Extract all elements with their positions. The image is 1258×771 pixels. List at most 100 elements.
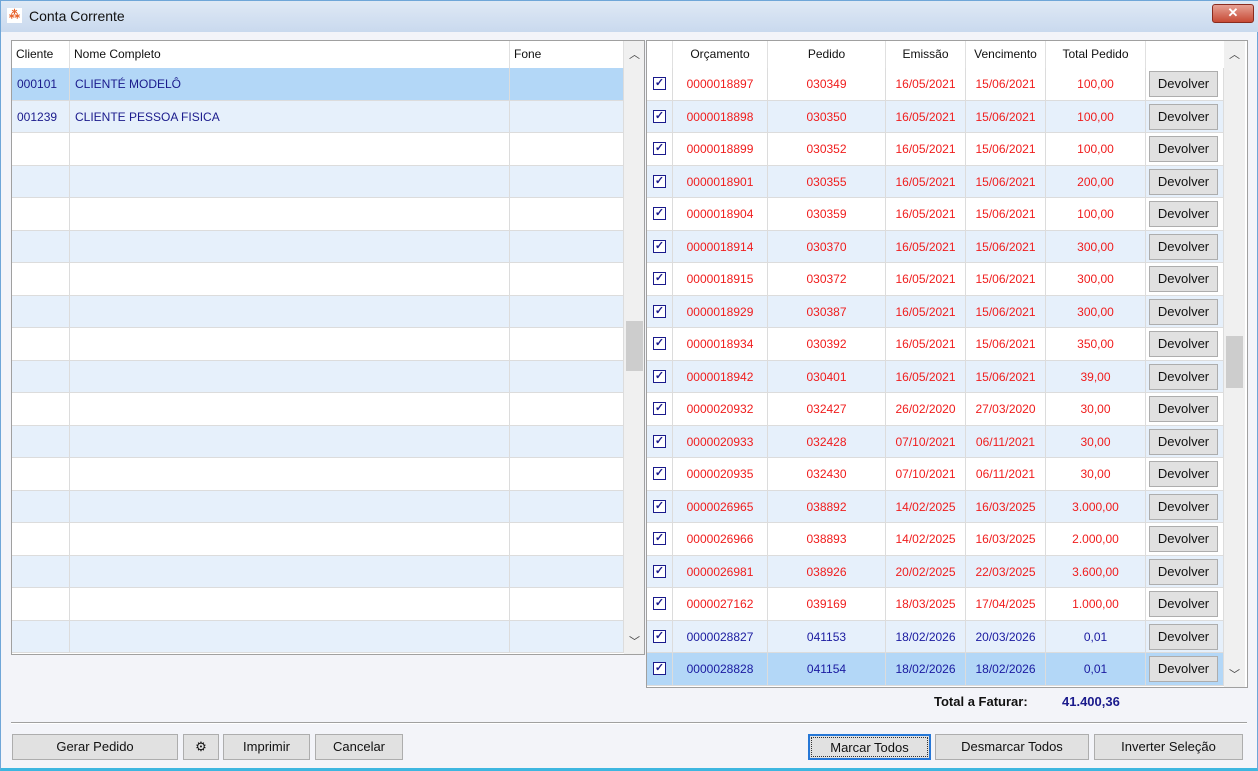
- client-row[interactable]: [12, 555, 624, 588]
- client-row[interactable]: 000101 CLIENTÉ MODELÔ: [12, 68, 624, 101]
- order-row[interactable]: ✓ 0000026966 038893 14/02/2025 16/03/2025 2.0…: [647, 523, 1224, 556]
- row-checkbox[interactable]: ✓: [653, 532, 666, 545]
- row-checkbox[interactable]: ✓: [653, 272, 666, 285]
- order-row[interactable]: ✓ 0000018904 030359 16/05/2021 15/06/2021 100…: [647, 198, 1224, 231]
- devolver-button[interactable]: Devolver: [1149, 623, 1218, 650]
- row-checkbox[interactable]: ✓: [653, 109, 666, 123]
- devolver-button[interactable]: Devolver: [1149, 331, 1218, 357]
- row-checkbox[interactable]: ✓: [653, 597, 666, 610]
- order-row[interactable]: ✓ 0000027162 039169 18/03/2025 17/04/2025 1.0…: [647, 588, 1224, 621]
- devolver-button[interactable]: Devolver: [1149, 266, 1218, 292]
- row-checkbox[interactable]: ✓: [653, 174, 666, 188]
- order-row[interactable]: ✓ 0000018898 030350 16/05/2021 15/06/2021 100…: [647, 100, 1224, 133]
- header-fone[interactable]: Fone: [510, 41, 624, 68]
- devolver-button[interactable]: Devolver: [1149, 656, 1218, 682]
- devolver-button[interactable]: Devolver: [1149, 136, 1218, 162]
- row-checkbox[interactable]: ✓: [653, 207, 666, 220]
- devolver-button[interactable]: Devolver: [1149, 526, 1218, 552]
- client-row[interactable]: [12, 198, 624, 231]
- order-row[interactable]: ✓ 0000018901 030355 16/05/2021 15/06/2021 200…: [647, 165, 1224, 198]
- devolver-button[interactable]: Devolver: [1149, 493, 1218, 520]
- client-row[interactable]: [12, 393, 624, 426]
- order-row[interactable]: ✓ 0000026981 038926 20/02/2025 22/03/2025 3.6…: [647, 555, 1224, 588]
- row-checkbox[interactable]: ✓: [653, 434, 666, 448]
- row-checkbox[interactable]: ✓: [653, 337, 666, 350]
- header-vencimento[interactable]: Vencimento: [966, 41, 1046, 68]
- header-emissao[interactable]: Emissão: [886, 41, 966, 68]
- row-checkbox[interactable]: ✓: [653, 662, 666, 675]
- imprimir-button[interactable]: Imprimir: [223, 734, 310, 760]
- inverter-selecao-button[interactable]: Inverter Seleção: [1094, 734, 1243, 760]
- row-checkbox[interactable]: ✓: [653, 77, 666, 90]
- app-icon: ⁂: [7, 8, 22, 23]
- order-row[interactable]: ✓ 0000020932 032427 26/02/2020 27/03/2020 30,…: [647, 393, 1224, 426]
- order-row[interactable]: ✓ 0000026965 038892 14/02/2025 16/03/2025 3.0…: [647, 490, 1224, 523]
- header-cliente[interactable]: Cliente: [12, 41, 70, 68]
- gerar-pedido-button[interactable]: Gerar Pedido: [12, 734, 178, 760]
- client-row[interactable]: 001239 CLIENTE PESSOA FISICA: [12, 100, 624, 133]
- marcar-todos-button[interactable]: Marcar Todos: [808, 734, 931, 760]
- order-row[interactable]: ✓ 0000020935 032430 07/10/2021 06/11/2021 30,…: [647, 458, 1224, 491]
- header-nome-completo[interactable]: Nome Completo: [70, 41, 510, 68]
- devolver-button[interactable]: Devolver: [1149, 461, 1218, 487]
- order-row[interactable]: ✓ 0000028828 041154 18/02/2026 18/02/2026 0,0…: [647, 653, 1224, 686]
- row-checkbox[interactable]: ✓: [653, 142, 666, 155]
- devolver-button[interactable]: Devolver: [1149, 298, 1218, 325]
- header-total-pedido[interactable]: Total Pedido: [1046, 41, 1146, 68]
- close-button[interactable]: ✕: [1212, 4, 1254, 23]
- order-row[interactable]: ✓ 0000018899 030352 16/05/2021 15/06/2021 100…: [647, 133, 1224, 166]
- row-checkbox[interactable]: ✓: [653, 499, 666, 513]
- client-row[interactable]: [12, 425, 624, 458]
- client-row[interactable]: [12, 490, 624, 523]
- client-row[interactable]: [12, 620, 624, 653]
- devolver-button[interactable]: Devolver: [1149, 396, 1218, 422]
- devolver-button[interactable]: Devolver: [1149, 428, 1218, 455]
- desmarcar-todos-button[interactable]: Desmarcar Todos: [935, 734, 1089, 760]
- row-checkbox[interactable]: ✓: [653, 304, 666, 318]
- devolver-button[interactable]: Devolver: [1149, 363, 1218, 390]
- scroll-up-icon[interactable]: ︿: [1229, 49, 1240, 61]
- devolver-button[interactable]: Devolver: [1149, 558, 1218, 585]
- cancelar-button[interactable]: Cancelar: [315, 734, 403, 760]
- order-row[interactable]: ✓ 0000018914 030370 16/05/2021 15/06/2021 300…: [647, 230, 1224, 263]
- client-row[interactable]: [12, 523, 624, 556]
- devolver-button[interactable]: Devolver: [1149, 71, 1218, 97]
- order-row[interactable]: ✓ 0000020933 032428 07/10/2021 06/11/2021 30,…: [647, 425, 1224, 458]
- clients-scrollbar[interactable]: ︿ ﹀: [624, 41, 644, 654]
- scroll-down-icon[interactable]: ﹀: [629, 636, 640, 648]
- client-row[interactable]: [12, 133, 624, 166]
- row-checkbox[interactable]: ✓: [653, 629, 666, 643]
- scroll-thumb[interactable]: [626, 321, 643, 371]
- settings-icon[interactable]: ⚙: [183, 734, 219, 760]
- header-pedido[interactable]: Pedido: [768, 41, 886, 68]
- devolver-button[interactable]: Devolver: [1149, 591, 1218, 617]
- devolver-button[interactable]: Devolver: [1149, 201, 1218, 227]
- order-row[interactable]: ✓ 0000018934 030392 16/05/2021 15/06/2021 350…: [647, 328, 1224, 361]
- row-checkbox[interactable]: ✓: [653, 467, 666, 480]
- order-row[interactable]: ✓ 0000018915 030372 16/05/2021 15/06/2021 300…: [647, 263, 1224, 296]
- client-row[interactable]: [12, 588, 624, 621]
- order-row[interactable]: ✓ 0000018897 030349 16/05/2021 15/06/2021 100…: [647, 68, 1224, 101]
- row-checkbox[interactable]: ✓: [653, 564, 666, 578]
- row-checkbox[interactable]: ✓: [653, 402, 666, 415]
- client-row[interactable]: [12, 230, 624, 263]
- order-row[interactable]: ✓ 0000018942 030401 16/05/2021 15/06/2021 39,…: [647, 360, 1224, 393]
- client-row[interactable]: [12, 360, 624, 393]
- order-row[interactable]: ✓ 0000028827 041153 18/02/2026 20/03/2026 0,0…: [647, 620, 1224, 653]
- scroll-thumb[interactable]: [1226, 336, 1243, 388]
- orders-scrollbar[interactable]: ︿ ﹀: [1224, 41, 1245, 687]
- row-checkbox[interactable]: ✓: [653, 369, 666, 383]
- header-orcamento[interactable]: Orçamento: [673, 41, 768, 68]
- scroll-down-icon[interactable]: ﹀: [1229, 669, 1240, 681]
- client-row[interactable]: [12, 295, 624, 328]
- client-row[interactable]: [12, 328, 624, 361]
- client-row[interactable]: [12, 458, 624, 491]
- devolver-button[interactable]: Devolver: [1149, 168, 1218, 195]
- scroll-up-icon[interactable]: ︿: [629, 49, 640, 61]
- order-row[interactable]: ✓ 0000018929 030387 16/05/2021 15/06/2021 300…: [647, 295, 1224, 328]
- devolver-button[interactable]: Devolver: [1149, 103, 1218, 130]
- client-row[interactable]: [12, 263, 624, 296]
- devolver-button[interactable]: Devolver: [1149, 233, 1218, 260]
- client-row[interactable]: [12, 165, 624, 198]
- row-checkbox[interactable]: ✓: [653, 239, 666, 253]
